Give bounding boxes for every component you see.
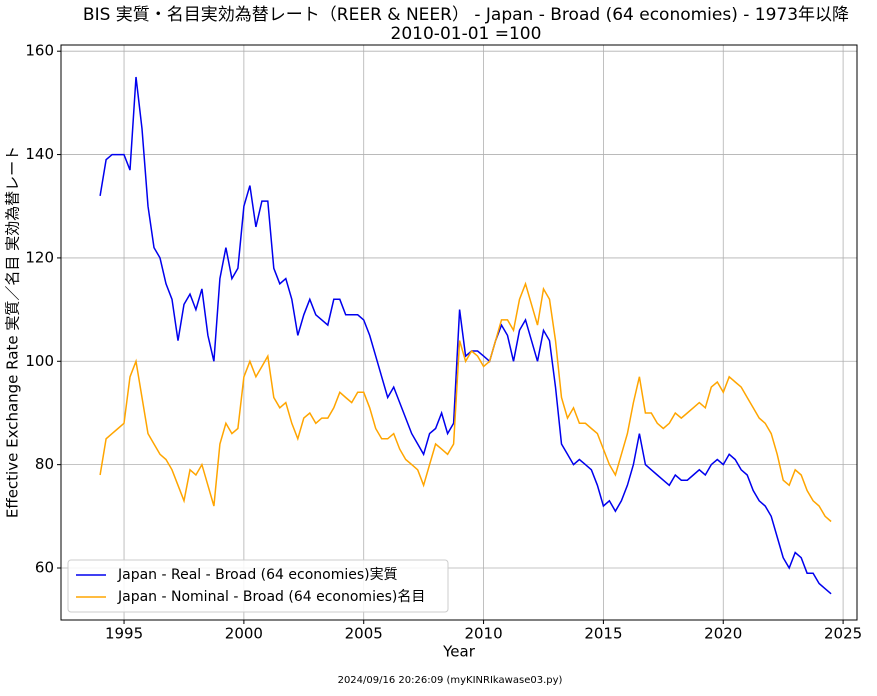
legend-label: Japan - Real - Broad (64 economies)実質 [117, 567, 398, 583]
x-axis-label: Year [442, 643, 476, 661]
y-tick-label: 80 [35, 455, 54, 473]
legend-box [67, 559, 449, 613]
line-series [99, 76, 832, 595]
y-axis-label: Effective Exchange Rate 実質／名目 実効為替レート [4, 146, 22, 518]
y-tick-label: 100 [25, 352, 54, 370]
y-tick-label: 160 [25, 42, 54, 60]
y-tick-label: 60 [35, 559, 54, 577]
line-series [99, 281, 832, 523]
y-tick-label: 120 [25, 248, 54, 266]
legend: Japan - Real - Broad (64 economies)実質 Jap… [67, 559, 449, 613]
y-tick-label: 140 [25, 145, 54, 163]
chart-subtitle: 2010-01-01 =100 [391, 24, 542, 44]
x-tick-label: 2025 [824, 625, 862, 643]
x-tick-label: 1995 [105, 625, 143, 643]
x-tick-label: 2000 [225, 625, 263, 643]
chart-title: BIS 実質・名目実効為替レート（REER & NEER） - Japan - … [83, 5, 849, 25]
x-tick-label: 2020 [704, 625, 742, 643]
plot-frame [60, 44, 858, 621]
legend-label: Japan - Nominal - Broad (64 economies)名目 [117, 589, 425, 605]
x-tick-label: 2010 [464, 625, 502, 643]
x-tick-label: 2005 [345, 625, 383, 643]
footer: 2024/09/16 20:26:09 (myKINRIkawase03.py) [338, 675, 563, 686]
x-tick-label: 2015 [584, 625, 622, 643]
